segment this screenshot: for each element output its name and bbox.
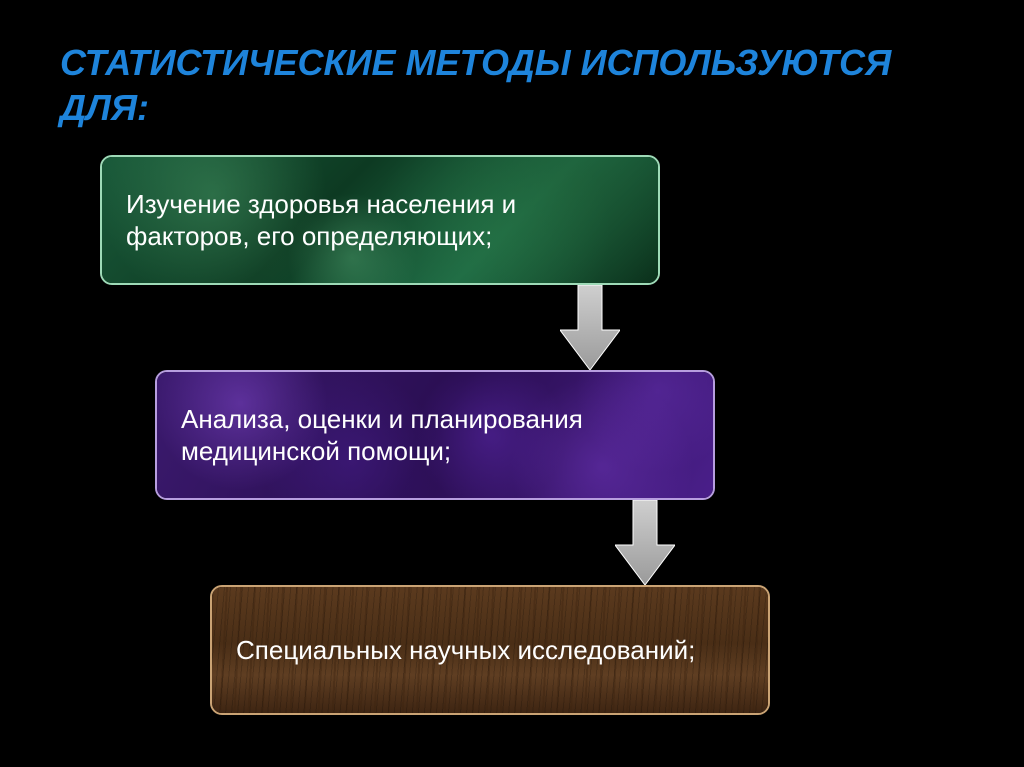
flow-diagram: Изучение здоровья населения и факторов, …: [60, 150, 964, 710]
flow-box-1-text: Изучение здоровья населения и факторов, …: [126, 188, 634, 253]
down-arrow-icon: [615, 500, 675, 585]
flow-box-2: Анализа, оценки и планирования медицинск…: [155, 370, 715, 500]
slide: СТАТИСТИЧЕСКИЕ МЕТОДЫ ИСПОЛЬЗУЮТСЯ ДЛЯ: …: [0, 0, 1024, 767]
flow-box-1: Изучение здоровья населения и факторов, …: [100, 155, 660, 285]
slide-title: СТАТИСТИЧЕСКИЕ МЕТОДЫ ИСПОЛЬЗУЮТСЯ ДЛЯ:: [60, 40, 964, 130]
down-arrow-icon: [560, 285, 620, 370]
flow-box-2-text: Анализа, оценки и планирования медицинск…: [181, 403, 689, 468]
flow-box-3: Специальных научных исследований;: [210, 585, 770, 715]
flow-box-3-text: Специальных научных исследований;: [236, 634, 695, 667]
